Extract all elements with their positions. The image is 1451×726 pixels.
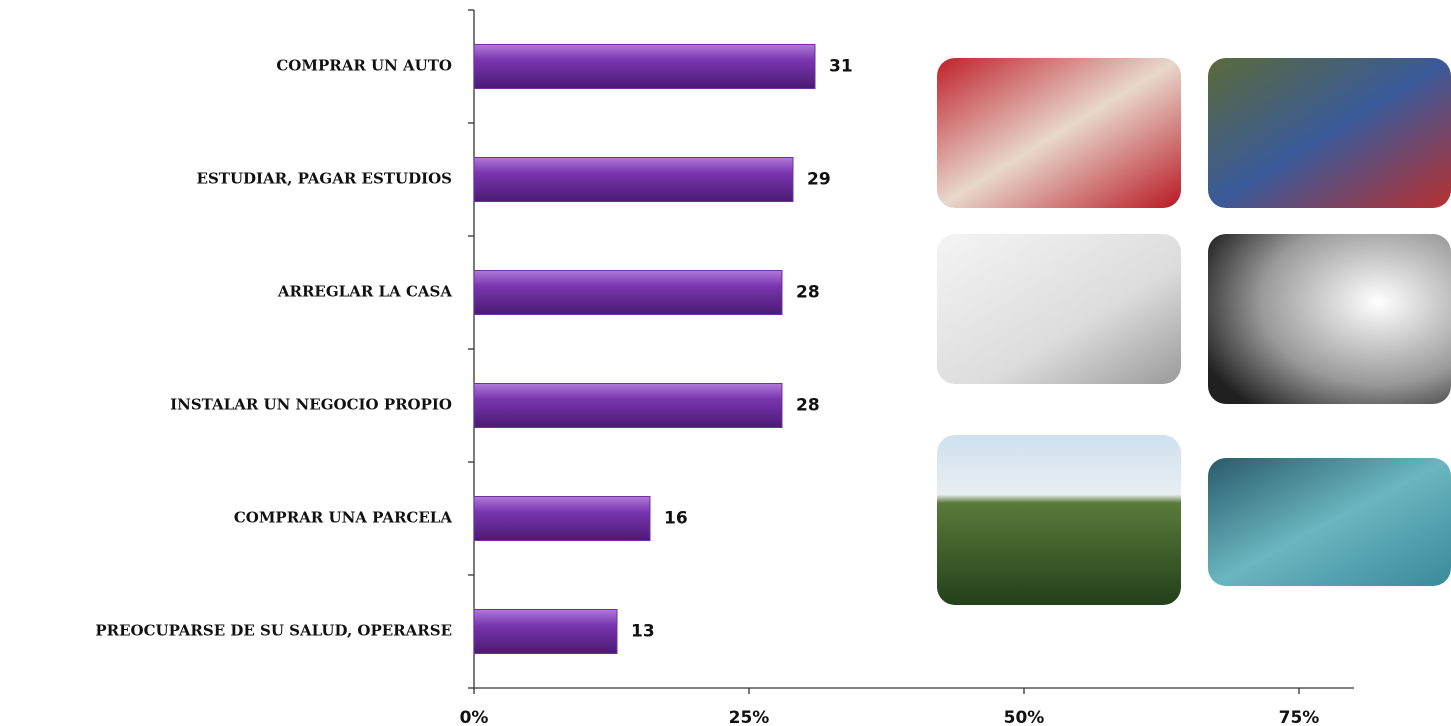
bar [474,45,815,89]
category-label: PREOCUPARSE DE SU SALUD, OPERARSE [95,622,452,640]
value-label: 29 [807,170,831,190]
category-label: ESTUDIAR, PAGAR ESTUDIOS [197,170,452,188]
category-label: COMPRAR UNA PARCELA [234,509,453,527]
bar [474,497,650,541]
x-tick-label: 25% [729,708,770,726]
x-tick-label: 0% [460,708,489,726]
bar [474,158,793,202]
bar [474,271,782,315]
value-label: 16 [664,509,688,529]
value-label: 13 [631,622,655,642]
page: {"chart_data": {"type": "barh", "categor… [0,0,1451,726]
x-tick-label: 75% [1279,708,1320,726]
photo-lightbulb [1208,234,1451,404]
value-label: 28 [796,283,820,303]
bar [474,610,617,654]
photo-car [937,58,1181,208]
chart: 0% 25% 50% 75% COMPRAR UN AUTO 31 ESTUDIAR, PA… [0,0,1451,726]
category-label: ARREGLAR LA CASA [277,283,453,301]
value-label: 28 [796,396,820,416]
category-label: INSTALAR UN NEGOCIO PROPIO [170,396,452,414]
photos [937,58,1451,605]
x-tick-label: 50% [1004,708,1045,726]
photo-surgery [1208,458,1451,586]
photo-students [1208,58,1451,208]
bar [474,384,782,428]
category-label: COMPRAR UN AUTO [276,57,452,75]
photo-field [937,435,1181,605]
value-label: 31 [829,57,853,77]
photo-blueprint [937,234,1181,384]
